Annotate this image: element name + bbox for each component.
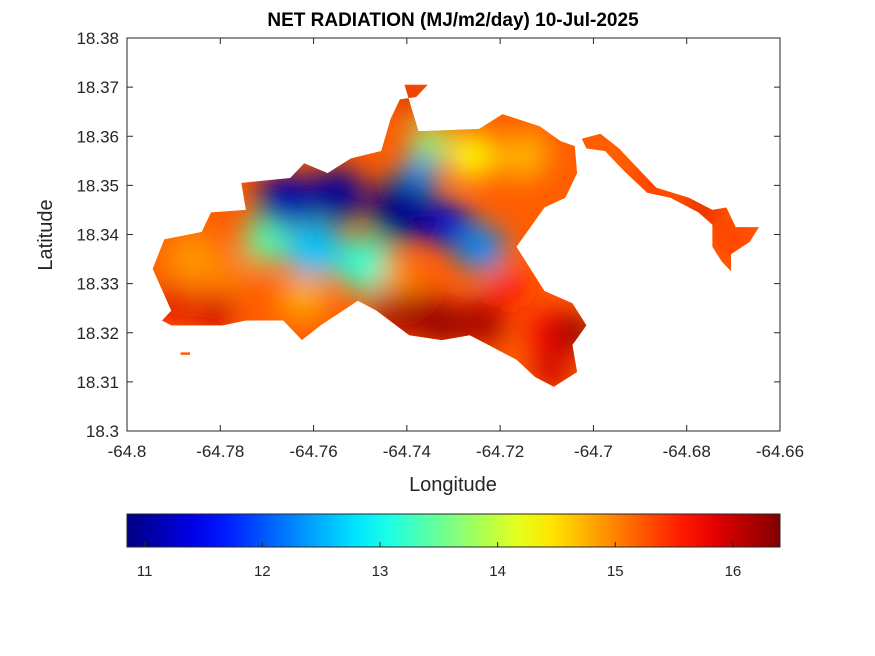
heatmap-cell bbox=[243, 216, 291, 263]
x-tick-label: -64.74 bbox=[383, 442, 431, 461]
x-tick-label: -64.68 bbox=[663, 442, 711, 461]
heatmap-cell bbox=[285, 221, 342, 278]
colorbar-tick-label: 14 bbox=[489, 563, 506, 580]
heatmap-cell bbox=[719, 225, 748, 254]
colorbar-tick-label: 11 bbox=[137, 563, 153, 580]
heatmap-cell bbox=[164, 231, 221, 288]
y-axis-ticks: 18.3818.3718.3618.3518.3418.3318.3218.31… bbox=[76, 29, 780, 441]
y-tick-label: 18.38 bbox=[76, 29, 119, 48]
heatmap-cell bbox=[500, 132, 547, 180]
y-tick-label: 18.36 bbox=[76, 127, 119, 146]
heatmap-cell bbox=[369, 177, 435, 243]
heatmap-cell bbox=[308, 167, 365, 224]
x-tick-label: -64.78 bbox=[196, 442, 244, 461]
heatmap-cell bbox=[490, 269, 529, 308]
heatmap-cell bbox=[243, 280, 291, 327]
heatmap-cell bbox=[210, 255, 249, 293]
heatmap-cell bbox=[378, 260, 417, 298]
colorbar-tick-label: 12 bbox=[254, 563, 271, 580]
colorbar-ticks: 11 12 13 14 15 16 bbox=[137, 542, 741, 580]
y-tick-label: 18.33 bbox=[76, 275, 119, 294]
colorbar-tick-label: 13 bbox=[372, 563, 389, 580]
y-tick-label: 18.34 bbox=[76, 226, 119, 245]
x-axis-label: Longitude bbox=[409, 474, 497, 496]
colorbar bbox=[126, 513, 781, 548]
x-axis-ticks: -64.8 -64.78 -64.76 -64.74 -64.72 -64.7 -64.68… bbox=[108, 38, 804, 461]
x-tick-label: -64.76 bbox=[289, 442, 337, 461]
heatmap-cell bbox=[280, 275, 328, 322]
heatmap-cell bbox=[257, 172, 314, 229]
heatmap-cell bbox=[458, 299, 505, 347]
y-tick-label: 18.3 bbox=[86, 422, 119, 441]
y-tick-label: 18.37 bbox=[76, 78, 119, 97]
heatmap-cell bbox=[425, 201, 473, 248]
x-tick-label: -64.8 bbox=[108, 442, 147, 461]
x-tick-label: -64.72 bbox=[476, 442, 524, 461]
heatmap-cell bbox=[402, 151, 440, 190]
y-tick-label: 18.31 bbox=[76, 373, 119, 392]
y-tick-label: 18.32 bbox=[76, 324, 119, 343]
heatmap-cell bbox=[411, 122, 449, 160]
y-axis-label: Latitude bbox=[35, 199, 57, 270]
heatmap-cell bbox=[196, 294, 235, 332]
y-tick-label: 18.35 bbox=[76, 176, 119, 195]
x-tick-label: -64.7 bbox=[574, 442, 613, 461]
heatmap-cell bbox=[416, 299, 463, 347]
heatmap-cell bbox=[448, 132, 496, 180]
heatmap-cell bbox=[458, 225, 505, 273]
heatmap-blobs bbox=[154, 87, 748, 387]
chart-title: NET RADIATION (MJ/m2/day) 10-Jul-2025 bbox=[267, 10, 639, 31]
x-tick-label: -64.66 bbox=[756, 442, 804, 461]
colorbar-tick-label: 15 bbox=[607, 563, 624, 580]
colorbar-tick-label: 16 bbox=[725, 563, 742, 580]
